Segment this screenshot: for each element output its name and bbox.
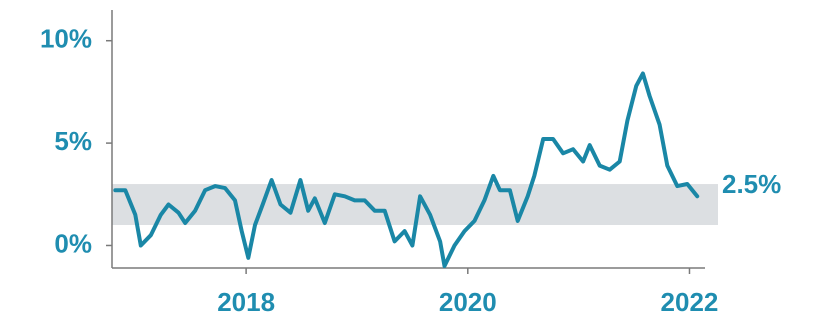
y-tick-label: 0%: [54, 228, 92, 258]
y-tick-label: 5%: [54, 126, 92, 156]
annotation: 2.5%: [722, 169, 781, 199]
x-tick-label: 2022: [661, 287, 719, 317]
x-tick-label: 2020: [439, 287, 497, 317]
line-series: [113, 71, 700, 268]
y-tick-label: 10%: [40, 24, 92, 54]
x-tick-label: 2018: [217, 287, 275, 317]
